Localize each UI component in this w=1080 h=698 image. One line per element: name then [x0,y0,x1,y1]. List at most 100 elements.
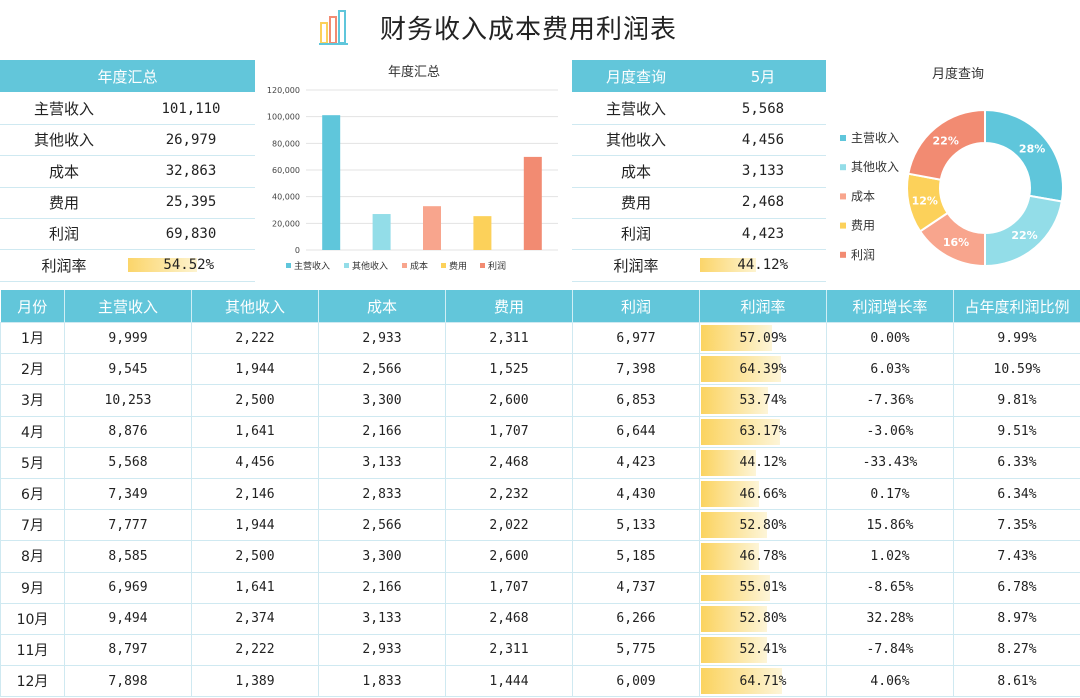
table-cell-main: 10,253 [64,384,192,417]
donut-slice-5 [907,108,986,181]
table-cell-profit: 7,398 [572,353,700,386]
profit-rate-bar [701,543,760,570]
chart-background [258,58,568,280]
table-cell-main: 8,876 [64,415,192,448]
table-cell-profit: 6,853 [572,384,700,417]
table-row: 9月 6,969 1,641 2,166 1,707 4,737 55.01% -8.65% 6… [0,571,1080,604]
annual-row: 成本 32,863 [0,156,255,188]
table-cell-rate: 46.78% [699,540,827,573]
month-row-label: 其他收入 [605,131,666,150]
annual-rate-text: 54.52% [163,257,214,273]
table-cell-share: 9.81% [953,384,1080,417]
legend-swatch [402,263,407,268]
table-cell-main: 9,494 [64,602,192,635]
annual-row-value: 26,979 [165,131,217,148]
table-cell-month: 5月 [0,446,65,479]
table-cell-share: 9.99% [953,321,1080,355]
table-cell-other: 1,641 [191,415,319,448]
profit-rate-bar [701,605,767,632]
table-cell-other: 1,944 [191,353,319,386]
legend-label: 其他收入 [851,160,899,174]
annual-rate-label: 利润率 [41,256,87,275]
table-cell-growth: -8.65% [826,571,954,604]
legend-label: 费用 [449,260,467,272]
table-row: 10月 9,494 2,374 3,133 2,468 6,266 52.80% 32.28%… [0,602,1080,635]
bar-5 [523,156,542,250]
monthly-query-header: 月度查询 5月 [572,60,826,92]
table-cell-other: 2,146 [191,477,319,511]
table-cell-cost: 3,133 [318,446,446,479]
month-selector[interactable]: 5月 [750,67,776,86]
annual-row-value: 101,110 [161,100,221,117]
month-rate-row: 利润率 44.12% [572,250,826,282]
annual-row: 利润 69,830 [0,218,255,251]
column-header: 利润率 [699,290,827,323]
profit-rate-text: 64.39% [739,361,787,377]
table-cell-share: 7.43% [953,540,1080,573]
table-cell-main: 8,585 [64,540,192,573]
month-row: 主营收入 5,568 [572,93,826,125]
legend-swatch [840,135,846,141]
table-cell-month: 10月 [0,602,65,635]
profit-rate-text: 57.09% [739,330,787,346]
month-row: 成本 3,133 [572,156,826,188]
table-cell-profit: 5,133 [572,509,700,542]
table-cell-rate: 64.39% [699,353,827,386]
month-row-value: 4,456 [741,131,785,148]
legend-swatch [344,263,349,268]
table-cell-growth: -7.36% [826,384,954,417]
y-tick-label: 80,000 [272,139,300,148]
table-cell-other: 2,500 [191,540,319,573]
annual-row-value: 69,830 [165,225,217,242]
table-row: 2月 9,545 1,944 2,566 1,525 7,398 64.39% 6.03% 10… [0,353,1080,386]
month-row-value: 2,468 [741,194,785,211]
table-row: 11月 8,797 2,222 2,933 2,311 5,775 52.41% -7.84%… [0,633,1080,667]
table-cell-main: 6,969 [64,571,192,604]
table-cell-growth: 0.00% [826,321,954,355]
y-tick-label: 0 [295,246,300,255]
table-cell-other: 2,374 [191,602,319,635]
table-cell-rate: 55.01% [699,571,827,604]
annual-row-label: 利润 [48,225,79,244]
table-cell-profit: 6,644 [572,415,700,448]
table-header-row: 月份 主营收入 其他收入 成本 费用 利润 利润率 利润增长率 占年度利润比例 [0,290,1080,323]
month-row-value: 4,423 [741,225,785,242]
table-cell-other: 1,641 [191,571,319,604]
table-cell-other: 1,944 [191,509,319,542]
legend-swatch [286,263,291,268]
annual-rate-row: 利润率 54.52% [0,250,255,282]
bar-chart-title: 年度汇总 [388,64,440,80]
table-cell-cost: 2,933 [318,321,446,355]
profit-rate-text: 53.74% [739,392,787,408]
profit-rate-text: 52.80% [739,611,787,627]
profit-rate-bar [701,449,757,476]
table-cell-expense: 1,707 [445,415,573,448]
table-cell-rate: 52.80% [699,602,827,635]
donut-slice-label: 16% [943,236,969,249]
table-cell-expense: 2,468 [445,602,573,635]
annual-summary-header: 年度汇总 [0,60,255,92]
table-cell-month: 9月 [0,571,65,604]
table-cell-other: 2,222 [191,321,319,355]
table-cell-cost: 2,833 [318,477,446,511]
table-cell-profit: 4,737 [572,571,700,604]
table-cell-profit: 6,977 [572,321,700,355]
profit-rate-text: 52.41% [739,642,787,658]
table-cell-other: 1,389 [191,665,319,698]
table-cell-share: 10.59% [953,353,1080,386]
legend-label: 其他收入 [352,260,388,272]
legend-label: 成本 [410,260,428,272]
month-row: 其他收入 4,456 [572,124,826,157]
donut-slice-label: 28% [1019,142,1045,155]
table-cell-cost: 3,300 [318,540,446,573]
table-cell-expense: 2,232 [445,477,573,511]
legend-swatch [441,263,446,268]
legend-swatch [840,193,846,200]
table-cell-month: 4月 [0,415,65,448]
table-cell-share: 7.35% [953,509,1080,542]
month-row: 费用 2,468 [572,187,826,219]
profit-rate-bar [701,574,770,601]
y-tick-label: 20,000 [272,219,300,228]
table-cell-main: 5,568 [64,446,192,479]
table-row: 3月 10,253 2,500 3,300 2,600 6,853 53.74% -7.36%… [0,384,1080,417]
